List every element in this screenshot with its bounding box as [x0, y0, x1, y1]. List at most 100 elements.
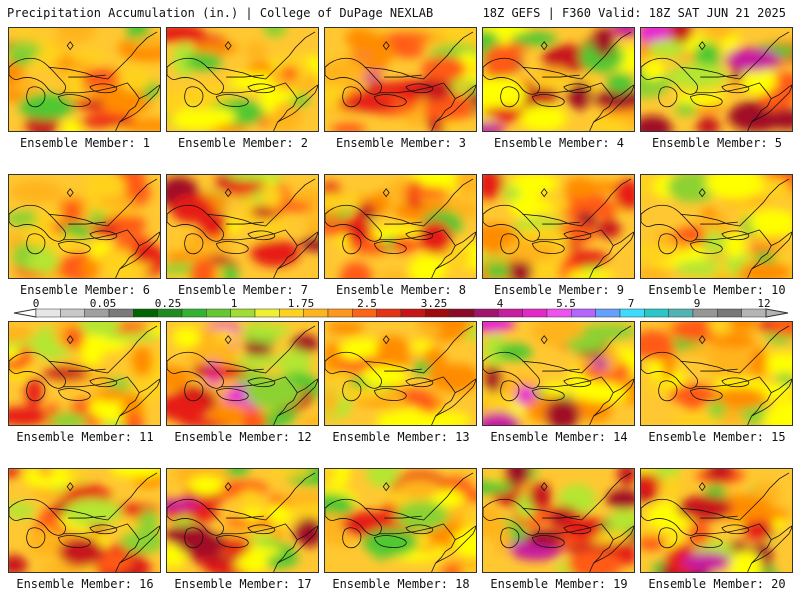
legend-swatch — [595, 308, 621, 318]
precip-field — [641, 469, 792, 572]
ensemble-member-map — [8, 468, 161, 573]
coastline — [593, 525, 634, 564]
station-marker-icon — [66, 335, 74, 345]
ensemble-member-map — [482, 321, 635, 426]
ensemble-member-map — [640, 321, 793, 426]
ensemble-member-label: Ensemble Member: 10 — [648, 283, 786, 297]
state-border-lines — [364, 325, 476, 425]
coastline — [277, 84, 318, 123]
great-lakes-outline — [9, 351, 118, 402]
state-border-lines — [48, 178, 160, 278]
legend-swatch — [181, 308, 207, 318]
coastline — [277, 231, 318, 270]
ensemble-member-label: Ensemble Member: 18 — [332, 577, 470, 591]
legend-swatch — [522, 308, 548, 318]
great-lakes-outline — [167, 204, 276, 255]
ensemble-member-label: Ensemble Member: 15 — [648, 430, 786, 444]
coastline — [119, 84, 160, 123]
ensemble-member-label: Ensemble Member: 7 — [177, 283, 309, 297]
ensemble-member-map — [166, 174, 319, 279]
great-lakes-outline — [325, 498, 434, 549]
ensemble-member-label: Ensemble Member: 12 — [174, 430, 312, 444]
ensemble-member-label: Ensemble Member: 13 — [332, 430, 470, 444]
coastline — [435, 231, 476, 270]
great-lakes-outline — [483, 498, 592, 549]
state-border-lines — [48, 31, 160, 131]
great-lakes-outline — [483, 57, 592, 108]
legend-swatch — [60, 308, 85, 318]
state-border-lines — [522, 472, 634, 572]
legend-swatch — [376, 308, 402, 318]
legend-right-arrow — [765, 308, 789, 318]
station-marker-icon — [698, 188, 706, 198]
ensemble-member-map — [640, 27, 793, 132]
ensemble-member-label: Ensemble Member: 9 — [493, 283, 625, 297]
great-lakes-outline — [483, 204, 592, 255]
state-border-lines — [680, 178, 792, 278]
precip-field — [325, 175, 476, 278]
chart-title: Precipitation Accumulation (in.) | Colle… — [7, 6, 434, 20]
legend-swatch — [400, 308, 426, 318]
precip-field — [641, 322, 792, 425]
station-marker-icon — [66, 482, 74, 492]
coastline — [593, 231, 634, 270]
great-lakes-outline — [325, 351, 434, 402]
station-marker-icon — [382, 335, 390, 345]
precip-field — [325, 469, 476, 572]
legend-tick-label: 1.75 — [287, 297, 315, 310]
ensemble-member-map — [166, 468, 319, 573]
coastline — [435, 378, 476, 417]
coastline — [277, 525, 318, 564]
precip-field — [167, 28, 318, 131]
legend-tick-label: 9 — [693, 297, 701, 310]
station-marker-icon — [224, 41, 232, 51]
station-marker-icon — [382, 482, 390, 492]
state-border-lines — [48, 472, 160, 572]
precip-field — [167, 469, 318, 572]
ensemble-member-map — [640, 468, 793, 573]
precip-field — [483, 28, 634, 131]
legend-swatch — [84, 308, 110, 318]
coastline — [751, 378, 792, 417]
station-marker-icon — [382, 188, 390, 198]
ensemble-member-map — [166, 321, 319, 426]
precip-field — [641, 28, 792, 131]
great-lakes-outline — [641, 57, 750, 108]
legend-tick-label: 3.25 — [420, 297, 448, 310]
precip-field — [641, 175, 792, 278]
ensemble-member-map — [166, 27, 319, 132]
state-border-lines — [680, 31, 792, 131]
state-border-lines — [522, 325, 634, 425]
great-lakes-outline — [9, 57, 118, 108]
precip-field — [483, 175, 634, 278]
ensemble-member-label: Ensemble Member: 20 — [648, 577, 786, 591]
legend-swatch — [279, 308, 304, 318]
legend-tick-label: 0 — [32, 297, 40, 310]
great-lakes-outline — [325, 204, 434, 255]
precip-field — [9, 469, 160, 572]
state-border-lines — [680, 325, 792, 425]
legend-swatch — [644, 308, 669, 318]
coastline — [277, 378, 318, 417]
legend-swatch — [303, 308, 329, 318]
legend-swatch — [717, 308, 742, 318]
coastline — [751, 84, 792, 123]
ensemble-member-label: Ensemble Member: 5 — [651, 136, 783, 150]
legend-swatch — [108, 308, 134, 318]
station-marker-icon — [698, 41, 706, 51]
legend-tick-label: 1 — [230, 297, 238, 310]
ensemble-member-label: Ensemble Member: 19 — [490, 577, 628, 591]
great-lakes-outline — [167, 57, 276, 108]
precip-field — [9, 322, 160, 425]
legend-swatch — [327, 308, 353, 318]
great-lakes-outline — [167, 351, 276, 402]
ensemble-member-label: Ensemble Member: 3 — [335, 136, 467, 150]
state-border-lines — [522, 178, 634, 278]
ensemble-member-map — [324, 27, 477, 132]
precip-field — [167, 322, 318, 425]
legend-swatch — [425, 308, 450, 318]
station-marker-icon — [540, 41, 548, 51]
legend-swatch — [230, 308, 256, 318]
state-border-lines — [680, 472, 792, 572]
legend-swatch — [473, 308, 499, 318]
